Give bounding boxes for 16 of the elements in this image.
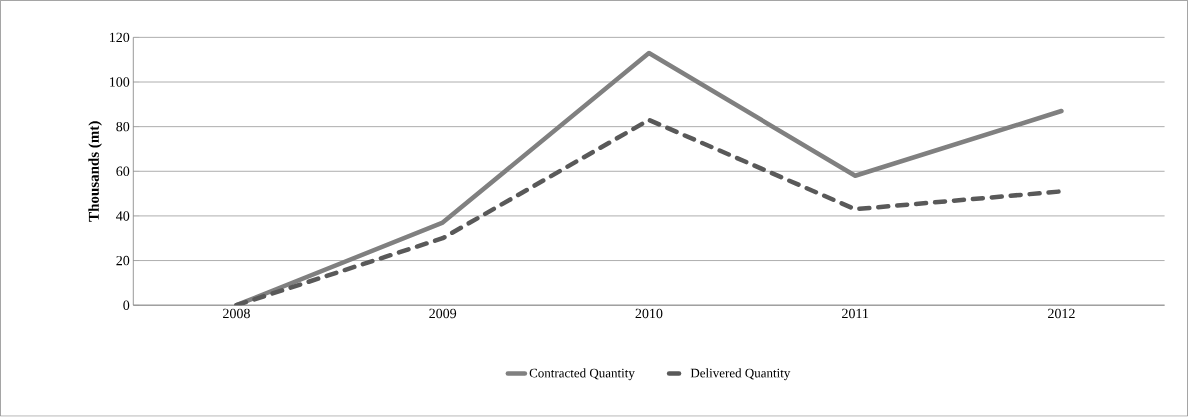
x-tick-label: 2008 [223, 308, 250, 319]
y-tick-label: 120 [110, 32, 130, 43]
line-series [234, 117, 1064, 306]
y-tick-label: 40 [116, 211, 130, 221]
y-tick-label: 20 [116, 256, 130, 266]
y-axis-title: Thousands (mt) [88, 121, 102, 222]
x-tick-label: 2010 [635, 308, 663, 319]
x-tick-label: 2009 [429, 308, 457, 319]
legend-label: Contracted Quantity [529, 368, 635, 381]
y-tick-label: 60 [116, 166, 130, 177]
x-tick-label: 2011 [842, 308, 869, 319]
legend-label: Delivered Quantity [690, 368, 791, 381]
y-tick-label: 0 [123, 300, 130, 311]
x-tick-label: 2012 [1048, 308, 1075, 319]
y-tick-label: 100 [110, 77, 130, 87]
y-tick-label: 80 [116, 122, 130, 132]
